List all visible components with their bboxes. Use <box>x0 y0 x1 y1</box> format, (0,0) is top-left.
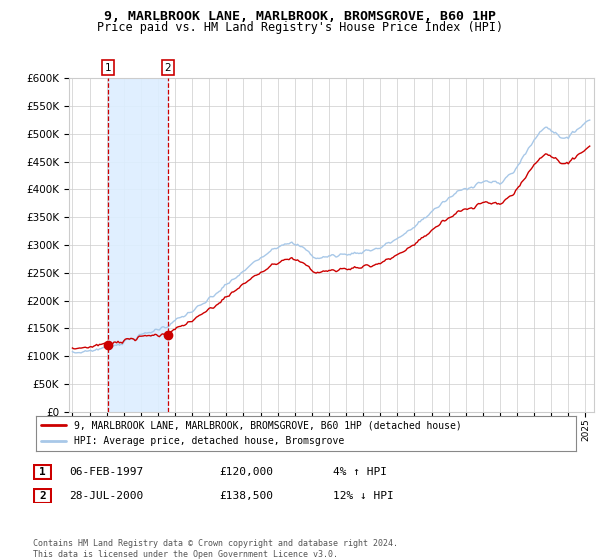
Text: 12% ↓ HPI: 12% ↓ HPI <box>333 491 394 501</box>
Text: 06-FEB-1997: 06-FEB-1997 <box>69 467 143 477</box>
Text: 2: 2 <box>39 491 46 501</box>
Text: 1: 1 <box>105 63 112 73</box>
Text: Price paid vs. HM Land Registry's House Price Index (HPI): Price paid vs. HM Land Registry's House … <box>97 21 503 34</box>
Text: 4% ↑ HPI: 4% ↑ HPI <box>333 467 387 477</box>
Text: HPI: Average price, detached house, Bromsgrove: HPI: Average price, detached house, Brom… <box>74 436 344 446</box>
Text: £120,000: £120,000 <box>219 467 273 477</box>
Text: £138,500: £138,500 <box>219 491 273 501</box>
Text: 9, MARLBROOK LANE, MARLBROOK, BROMSGROVE, B60 1HP: 9, MARLBROOK LANE, MARLBROOK, BROMSGROVE… <box>104 10 496 23</box>
Text: Contains HM Land Registry data © Crown copyright and database right 2024.
This d: Contains HM Land Registry data © Crown c… <box>33 539 398 559</box>
Text: 1: 1 <box>39 467 46 477</box>
Text: 28-JUL-2000: 28-JUL-2000 <box>69 491 143 501</box>
Text: 9, MARLBROOK LANE, MARLBROOK, BROMSGROVE, B60 1HP (detached house): 9, MARLBROOK LANE, MARLBROOK, BROMSGROVE… <box>74 421 461 431</box>
Text: 2: 2 <box>164 63 171 73</box>
Bar <box>108 78 167 412</box>
